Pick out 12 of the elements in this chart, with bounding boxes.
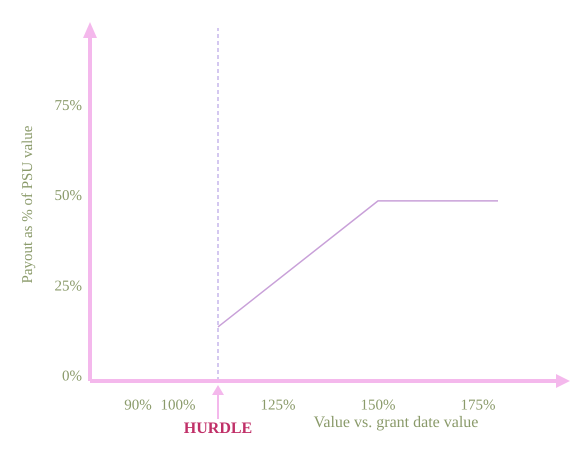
x-tick-label: 150% bbox=[360, 398, 396, 414]
x-axis-title: Value vs. grant date value bbox=[314, 414, 478, 431]
y-tick-label: 0% bbox=[62, 368, 82, 384]
y-tick-label: 25% bbox=[54, 278, 82, 294]
x-tick-label: 175% bbox=[460, 398, 496, 414]
y-axis-title: Payout as % of PSU value bbox=[20, 125, 36, 284]
ref-line-label: HURDLE bbox=[184, 420, 252, 437]
y-tick-label: 50% bbox=[54, 188, 82, 204]
x-tick-label: 90% bbox=[124, 398, 152, 414]
x-tick-label: 125% bbox=[260, 398, 296, 414]
x-tick-label: 100% bbox=[160, 398, 196, 414]
y-tick-label: 75% bbox=[54, 98, 82, 114]
